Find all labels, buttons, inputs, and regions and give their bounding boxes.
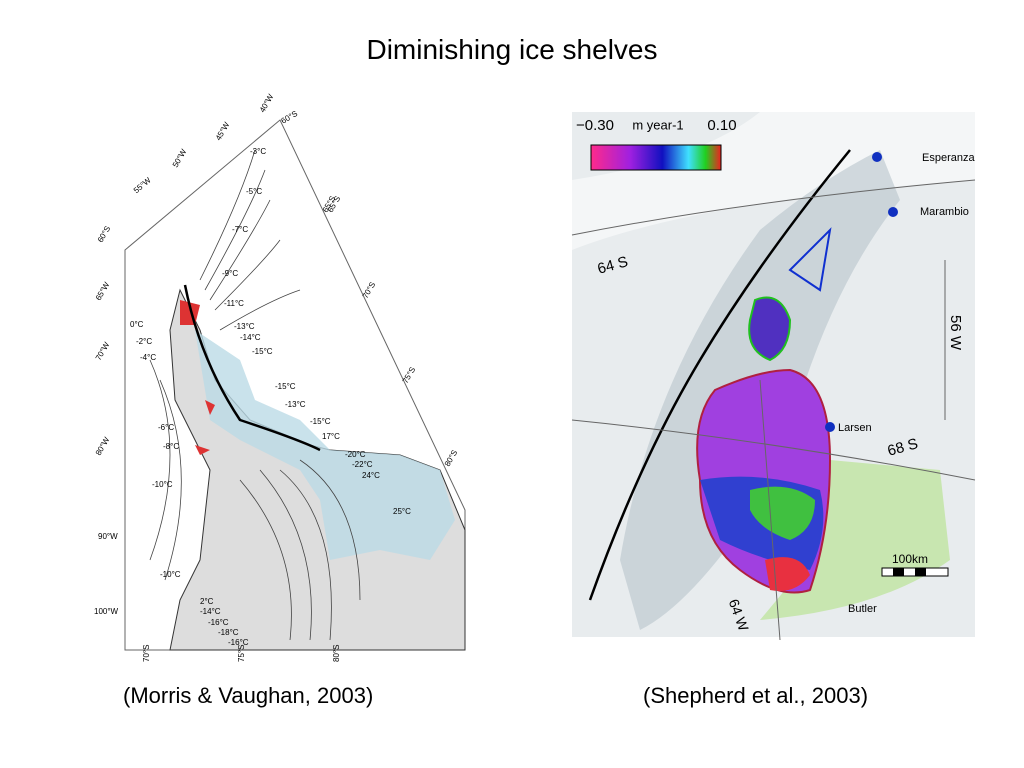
map-label: 65°W xyxy=(94,280,112,302)
map-label: Larsen xyxy=(838,422,872,434)
map-label: -13°C xyxy=(234,322,255,331)
map-label: -9°C xyxy=(222,269,238,278)
contours xyxy=(149,149,361,641)
map-label: 0°C xyxy=(130,320,144,329)
map-label: 100km xyxy=(892,552,928,566)
map-label: Butler xyxy=(848,603,877,615)
coast xyxy=(588,149,851,601)
map-label: 60°S xyxy=(280,109,300,126)
map-label: 55°W xyxy=(132,175,153,195)
map-label: 70°S xyxy=(361,280,378,300)
map-label: 70°S xyxy=(142,645,151,662)
graticule xyxy=(571,179,976,641)
ice-shelf xyxy=(195,330,455,560)
station xyxy=(872,152,882,162)
map-label: -16°C xyxy=(208,618,229,627)
map-label: -2°C xyxy=(136,337,152,346)
map-label: Marambio xyxy=(920,206,969,218)
map-label: -20°C xyxy=(345,450,366,459)
map-label: 0.10 xyxy=(707,117,736,134)
thickening xyxy=(765,557,810,591)
thickening xyxy=(750,486,815,540)
map-label: 75°S xyxy=(401,365,418,385)
title: Diminishing ice shelves xyxy=(366,34,658,65)
map-label: -10°C xyxy=(160,570,181,579)
map-label: 45°W xyxy=(214,120,232,142)
map-label: m year-1 xyxy=(632,117,683,132)
map-label: -14°C xyxy=(200,607,221,616)
color-scale xyxy=(590,144,722,171)
map-label: 2°C xyxy=(200,597,214,606)
map-label: 60°S xyxy=(96,224,113,244)
map-label: 56 W xyxy=(947,315,964,351)
map-label: Esperanza xyxy=(922,152,975,164)
map-label: -8°C xyxy=(163,442,179,451)
map-label: -6°C xyxy=(158,423,174,432)
station xyxy=(888,207,898,217)
caption: (Shepherd et al., 2003) xyxy=(643,683,869,708)
map-label: 25°C xyxy=(393,507,411,516)
map-label: 75°S xyxy=(237,645,246,662)
map-label: -5°C xyxy=(246,187,262,196)
map-label: 80°S xyxy=(332,645,341,662)
map-label: 80°W xyxy=(94,435,112,457)
map-label: -15°C xyxy=(275,382,296,391)
map-label: -7°C xyxy=(232,225,248,234)
map-label: -16°C xyxy=(228,638,249,647)
map-label: 40°W xyxy=(258,92,276,114)
scale-bar xyxy=(915,568,926,576)
map-label: -14°C xyxy=(240,333,261,342)
map-label: -15°C xyxy=(252,347,273,356)
map-label: -11°C xyxy=(224,299,244,308)
map-label: 17°C xyxy=(322,432,340,441)
station xyxy=(825,422,835,432)
map-label: -15°C xyxy=(310,417,331,426)
map-label: 70°W xyxy=(94,340,112,362)
map-label: -22°C xyxy=(352,460,373,469)
map-label: -4°C xyxy=(140,353,156,362)
map-label: 100°W xyxy=(94,607,119,616)
map-label: -13°C xyxy=(285,400,306,409)
larsen-b xyxy=(748,296,792,362)
caption: (Morris & Vaughan, 2003) xyxy=(123,683,374,708)
map-label: -3°C xyxy=(250,147,266,156)
map-label: -18°C xyxy=(218,628,239,637)
larsen-a xyxy=(788,227,832,292)
ice-loss xyxy=(180,300,215,455)
map-label: 80°S xyxy=(443,448,460,468)
sea xyxy=(572,112,975,250)
scale-bar xyxy=(893,568,904,576)
map-label: 24°C xyxy=(362,471,380,480)
map-label: 50°W xyxy=(171,147,189,169)
coast xyxy=(183,284,321,452)
map-label: −0.30 xyxy=(576,117,614,134)
map-label: 90°W xyxy=(98,532,118,541)
map-label: -10°C xyxy=(152,480,173,489)
